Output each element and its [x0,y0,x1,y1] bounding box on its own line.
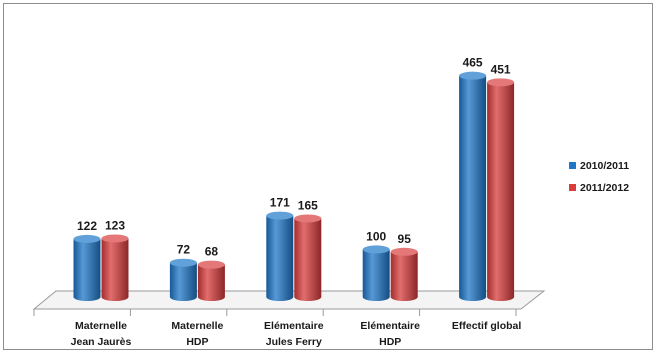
bar [197,260,225,301]
bar [294,214,322,301]
data-label: 100 [366,229,386,243]
bar [487,78,515,301]
bar-chart: 122 123 Maternelle Jean Jaurès 72 68 Maternell… [32,56,629,348]
x-tick-label: Jean Jaurès [71,336,132,348]
bar [266,211,294,301]
bar [390,247,418,301]
data-label: 68 [205,245,219,259]
data-label: 451 [491,62,511,76]
data-label: 165 [298,198,318,212]
legend-swatch [569,162,576,169]
x-tick-label: HDP [186,336,208,348]
data-label: 95 [398,232,412,246]
legend-swatch [569,184,576,191]
x-tick-label: Maternelle [171,320,223,332]
x-tick-label: Jules Ferry [266,336,322,348]
legend-label: 2011/2012 [580,182,629,194]
x-tick-label: Effectif global [452,320,522,332]
data-label: 72 [177,243,191,257]
x-tick-label: Maternelle [75,320,127,332]
data-label: 171 [270,196,290,210]
bar [169,258,197,301]
bar [101,234,129,301]
bar [459,71,487,301]
chart-frame: 122 123 Maternelle Jean Jaurès 72 68 Maternell… [3,3,653,350]
legend-label: 2010/2011 [580,160,629,172]
data-label: 122 [77,219,97,233]
x-tick-label: HDP [379,336,401,348]
data-label: 465 [463,56,483,70]
x-tick-label: Elémentaire [264,320,324,332]
data-label: 123 [105,218,125,232]
bar [73,234,101,301]
x-tick-label: Elémentaire [360,320,420,332]
bar [362,245,390,301]
